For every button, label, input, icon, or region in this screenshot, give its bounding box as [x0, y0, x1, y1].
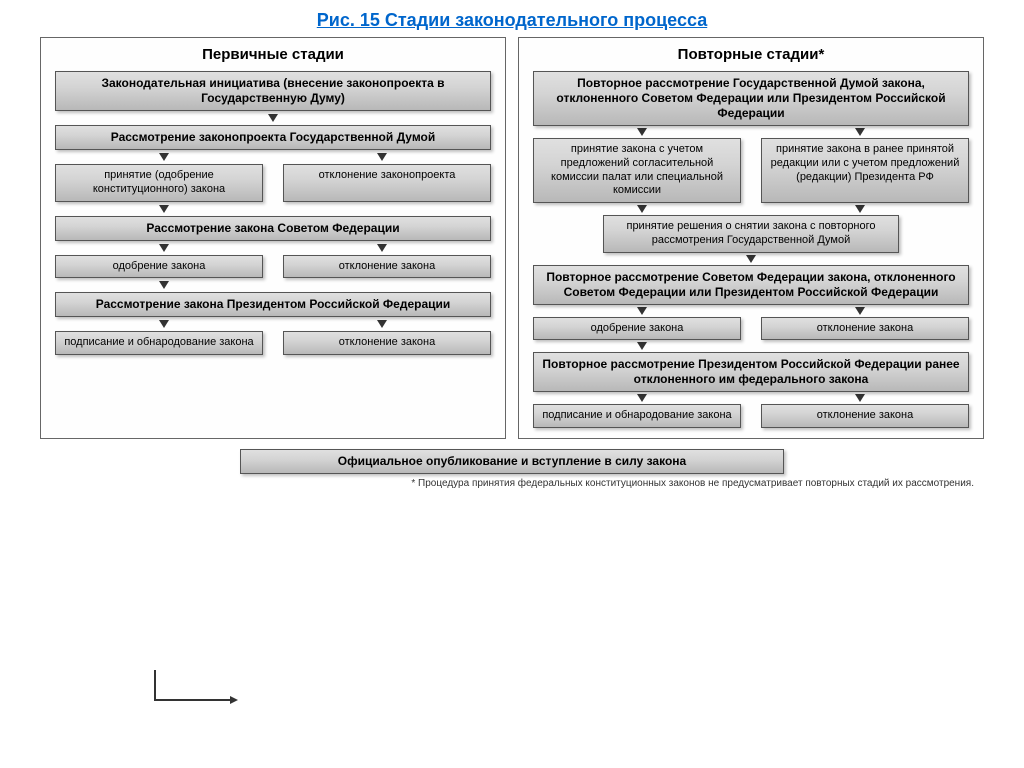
left-n5a: одобрение закона [55, 255, 263, 279]
right-n1: Повторное рассмотрение Государственной Д… [533, 71, 969, 126]
right-n3: принятие решения о снятии закона с повто… [603, 215, 899, 253]
left-n6: Рассмотрение закона Президентом Российск… [55, 292, 491, 317]
left-n1: Законодательная инициатива (внесение зак… [55, 71, 491, 111]
left-row-5: одобрение закона отклонение закона [55, 255, 491, 279]
right-row-2: принятие закона с учетом предложений сог… [533, 138, 969, 203]
final-row: Официальное опубликование и вступление в… [40, 449, 984, 474]
right-n5b: отклонение закона [761, 317, 969, 341]
right-row-7: подписание и обнародование закона отклон… [533, 404, 969, 428]
right-n7a: подписание и обнародование закона [533, 404, 741, 428]
columns-container: Первичные стадии Законодательная инициат… [0, 37, 1024, 439]
right-header: Повторные стадии* [533, 46, 969, 63]
right-n2b: принятие закона в ранее принятой редакци… [761, 138, 969, 203]
right-n6: Повторное рассмотрение Президентом Росси… [533, 352, 969, 392]
right-n5a: одобрение закона [533, 317, 741, 341]
left-row-3: принятие (одобрение конституционного) за… [55, 164, 491, 202]
right-n2a: принятие закона с учетом предложений сог… [533, 138, 741, 203]
final-box: Официальное опубликование и вступление в… [240, 449, 784, 474]
right-n7b: отклонение закона [761, 404, 969, 428]
left-n7a: подписание и обнародование закона [55, 331, 263, 355]
left-n7b: отклонение закона [283, 331, 491, 355]
left-n3a: принятие (одобрение конституционного) за… [55, 164, 263, 202]
left-header: Первичные стадии [55, 46, 491, 63]
left-n3b: отклонение законопроекта [283, 164, 491, 202]
left-n4: Рассмотрение закона Советом Федерации [55, 216, 491, 241]
diagram-title: Рис. 15 Стадии законодательного процесса [0, 0, 1024, 37]
left-column: Первичные стадии Законодательная инициат… [40, 37, 506, 439]
right-n4: Повторное рассмотрение Советом Федерации… [533, 265, 969, 305]
arrow [268, 114, 278, 122]
left-n2: Рассмотрение законопроекта Государственн… [55, 125, 491, 150]
right-column: Повторные стадии* Повторное рассмотрение… [518, 37, 984, 439]
left-row-7: подписание и обнародование закона отклон… [55, 331, 491, 355]
left-n5b: отклонение закона [283, 255, 491, 279]
right-row-5: одобрение закона отклонение закона [533, 317, 969, 341]
footnote: * Процедура принятия федеральных констит… [0, 474, 1024, 489]
left-split-1 [55, 150, 491, 164]
